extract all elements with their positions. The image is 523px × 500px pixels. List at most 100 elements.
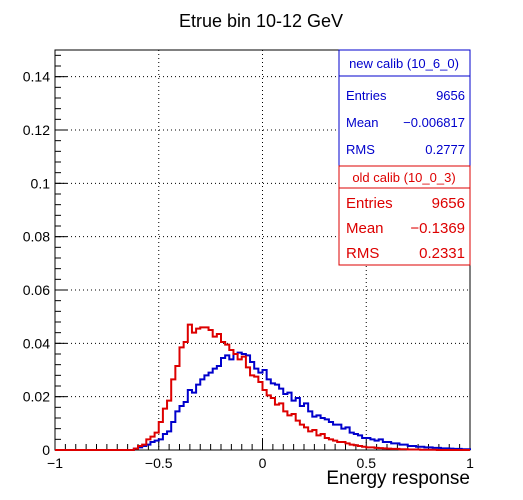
histogram-bin: [333, 441, 337, 450]
y-tick-labels: 0 0.02 0.04 0.06 0.08 0.1 0.12 0.14: [23, 69, 50, 458]
histogram-bin: [300, 425, 304, 450]
histogram-bin: [213, 337, 217, 450]
histogram-bin: [209, 330, 213, 450]
histogram-bin: [242, 357, 246, 450]
histogram-bin: [150, 437, 154, 450]
histogram-bin: [370, 447, 374, 450]
histogram-bin: [138, 446, 142, 450]
histogram-bin: [312, 430, 316, 450]
histogram-bin: [225, 345, 229, 450]
x-tick-label: 0.5: [357, 455, 377, 471]
histogram-bin: [287, 415, 291, 450]
histogram-bin: [246, 367, 250, 450]
histogram-bin: [362, 447, 366, 450]
histogram-bin: [163, 409, 167, 450]
histogram-bin: [196, 329, 200, 450]
histogram-bin: [279, 403, 283, 450]
histogram-bin: [167, 401, 171, 450]
histogram-line: [55, 351, 471, 451]
histogram-bin: [267, 395, 271, 450]
histogram-bin: [358, 446, 362, 450]
y-tick-label: 0.06: [23, 282, 50, 298]
histogram-line: [55, 323, 470, 451]
histogram-bin: [271, 398, 275, 450]
y-tick-label: 0.14: [23, 69, 50, 85]
histogram-bin: [238, 359, 242, 450]
y-tick-label: 0.08: [23, 229, 50, 245]
histogram-bin: [316, 435, 320, 450]
histogram-bin: [134, 449, 138, 450]
x-tick-label: 0: [259, 455, 267, 471]
histogram-bin: [387, 449, 391, 450]
histogram-bin: [159, 422, 163, 450]
histogram-bin: [321, 434, 325, 450]
histogram-bin: [341, 442, 345, 450]
stats-entries-value: 9656: [432, 195, 465, 212]
y-tick-label: 0.12: [23, 122, 50, 138]
histogram-bin: [375, 448, 379, 450]
stats-rms-value: 0.2777: [425, 142, 465, 157]
histogram-bin: [192, 333, 196, 450]
stats-mean-value: −0.1369: [410, 220, 465, 237]
stats-rms-label: RMS: [346, 142, 375, 157]
histogram-bin: [383, 448, 387, 450]
histogram-bin: [391, 449, 395, 450]
series-new-calib: [55, 351, 471, 451]
histogram-bin: [346, 443, 350, 450]
histogram-bin: [171, 379, 175, 450]
stats-entries-value: 9656: [436, 88, 465, 103]
x-tick-labels: −1 −0.5 0 0.5 1: [47, 455, 474, 471]
stats-box-old-calib-title: old calib (10_0_3): [352, 170, 455, 185]
histogram-bin: [200, 327, 204, 450]
y-tick-label: 0.02: [23, 389, 50, 405]
histogram-bin: [142, 445, 146, 450]
histogram-bin: [354, 445, 358, 450]
stats-entries-label: Entries: [346, 88, 387, 103]
histogram-bin: [184, 342, 188, 450]
histogram-bin: [275, 405, 279, 450]
histogram-bin: [217, 334, 221, 450]
stats-rms-value: 0.2331: [419, 245, 465, 262]
y-tick-label: 0.04: [23, 335, 50, 351]
histogram-bin: [408, 449, 412, 450]
histogram-bin: [412, 449, 416, 450]
histogram-bin: [325, 438, 329, 450]
histogram-bin: [221, 342, 225, 450]
chart-title: Etrue bin 10-12 GeV: [179, 11, 343, 31]
histogram-bin: [283, 411, 287, 450]
stats-mean-label: Mean: [346, 220, 384, 237]
stats-box-old-calib: old calib (10_0_3) Entries 9656 Mean −0.…: [338, 165, 471, 266]
histogram-bin: [180, 347, 184, 450]
histogram-bin: [254, 377, 258, 450]
histogram-bin: [250, 375, 254, 450]
x-tick-label: −1: [47, 455, 63, 471]
stats-box-new-calib-frame: [338, 49, 471, 168]
stats-mean-value: −0.006817: [403, 115, 465, 130]
x-axis-title: Energy response: [326, 468, 470, 489]
histogram-bin: [416, 449, 420, 450]
x-tick-label: 1: [466, 455, 474, 471]
histogram-bin: [395, 449, 399, 450]
histogram-bin: [366, 447, 370, 450]
histogram-bin: [304, 427, 308, 450]
histogram-bin: [233, 354, 237, 450]
histogram-series: [55, 323, 471, 451]
histogram-bin: [404, 449, 408, 450]
histogram-bin: [258, 382, 262, 450]
histogram-bin: [308, 431, 312, 450]
stats-entries-label: Entries: [346, 195, 393, 212]
histogram-bin: [296, 421, 300, 450]
histogram-bin: [379, 448, 383, 450]
histogram-bin: [329, 439, 333, 450]
histogram-bin: [229, 350, 233, 450]
histogram-bin: [155, 433, 159, 450]
histogram-bin: [292, 414, 296, 450]
histogram-bin: [399, 449, 403, 450]
y-tick-label: 0.1: [31, 175, 51, 191]
series-old-calib: [55, 323, 470, 451]
stats-box-old-calib-frame: [338, 165, 471, 266]
histogram-bin: [337, 442, 341, 450]
histogram-bin: [204, 327, 208, 450]
histogram-bin: [188, 325, 192, 450]
